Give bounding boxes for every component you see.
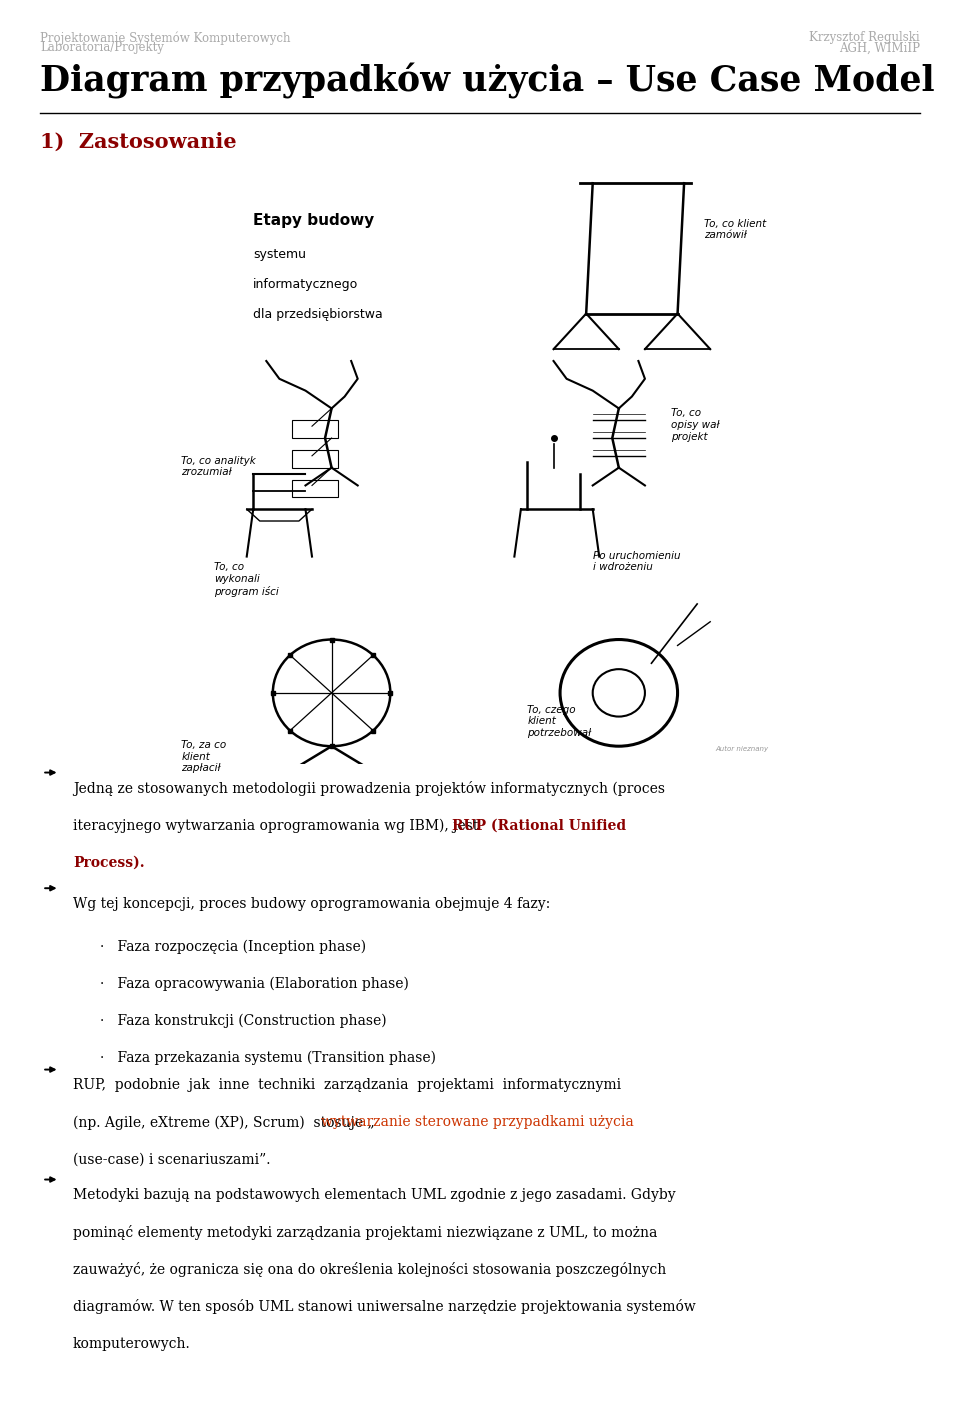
Text: Diagram przypadków użycia – Use Case Model: Diagram przypadków użycia – Use Case Mod… [40, 63, 935, 99]
Text: informatycznego: informatycznego [253, 278, 358, 291]
Text: Jedną ze stosowanych metodologii prowadzenia projektów informatycznych (proces: Jedną ze stosowanych metodologii prowadz… [73, 781, 665, 797]
Bar [293, 450, 338, 468]
Text: Projektowanie Systemów Komputerowych: Projektowanie Systemów Komputerowych [40, 31, 291, 44]
Text: To, czego
klient
potrzebował: To, czego klient potrzebował [527, 704, 591, 738]
Text: To, co klient
zamówił: To, co klient zamówił [704, 218, 766, 240]
Text: Krzysztof Regulski: Krzysztof Regulski [809, 31, 920, 44]
Text: Process).: Process). [73, 855, 145, 870]
Text: ·   Faza rozpoczęcia (Inception phase): · Faza rozpoczęcia (Inception phase) [100, 940, 366, 954]
Text: wytwarzanie sterowane przypadkami użycia: wytwarzanie sterowane przypadkami użycia [321, 1115, 634, 1130]
Text: To, za co
klient
zapłacił: To, za co klient zapłacił [181, 740, 227, 774]
Text: AGH, WIMiIP: AGH, WIMiIP [839, 41, 920, 54]
Bar [293, 480, 338, 497]
Text: ·   Faza konstrukcji (Construction phase): · Faza konstrukcji (Construction phase) [100, 1014, 387, 1028]
Text: dla przedsiębiorstwa: dla przedsiębiorstwa [253, 307, 383, 321]
Text: Po uruchomieniu
i wdrożeniu: Po uruchomieniu i wdrożeniu [592, 551, 681, 573]
Text: pominąć elementy metodyki zarządzania projektami niezwiązane z UML, to można: pominąć elementy metodyki zarządzania pr… [73, 1225, 658, 1241]
Text: ·   Faza opracowywania (Elaboration phase): · Faza opracowywania (Elaboration phase) [100, 977, 409, 991]
Bar [293, 420, 338, 438]
Text: To, co analityk
zrozumiał: To, co analityk zrozumiał [181, 456, 256, 477]
Text: ·   Faza przekazania systemu (Transition phase): · Faza przekazania systemu (Transition p… [100, 1051, 436, 1065]
Text: systemu: systemu [253, 248, 306, 261]
Text: Etapy budowy: Etapy budowy [253, 213, 374, 228]
Text: diagramów. W ten sposób UML stanowi uniwersalne narzędzie projektowania systemów: diagramów. W ten sposób UML stanowi uniw… [73, 1299, 696, 1315]
Text: (np. Agile, eXtreme (XP), Scrum)  stosuje „: (np. Agile, eXtreme (XP), Scrum) stosuje… [73, 1115, 374, 1130]
Text: komputerowych.: komputerowych. [73, 1337, 191, 1351]
Text: 1)  Zastosowanie: 1) Zastosowanie [40, 131, 237, 151]
Text: To, co
opisy wał
projekt: To, co opisy wał projekt [671, 408, 720, 441]
Text: RUP,  podobnie  jak  inne  techniki  zarządzania  projektami  informatycznymi: RUP, podobnie jak inne techniki zarządza… [73, 1078, 621, 1092]
Text: Laboratoria/Projekty: Laboratoria/Projekty [40, 41, 164, 54]
Text: zauważyć, że ogranicza się ona do określenia kolejności stosowania poszczególnyc: zauważyć, że ogranicza się ona do określ… [73, 1262, 666, 1278]
Text: Wg tej koncepcji, proces budowy oprogramowania obejmuje 4 fazy:: Wg tej koncepcji, proces budowy oprogram… [73, 897, 550, 911]
Text: RUP (Rational Unified: RUP (Rational Unified [452, 818, 626, 833]
Text: Metodyki bazują na podstawowych elementach UML zgodnie z jego zasadami. Gdyby: Metodyki bazują na podstawowych elementa… [73, 1188, 676, 1202]
Text: iteracyjnego wytwarzania oprogramowania wg IBM), jest: iteracyjnego wytwarzania oprogramowania … [73, 818, 483, 833]
Text: Autor nieznany: Autor nieznany [716, 745, 769, 753]
Text: To, co
wykonali
program iści: To, co wykonali program iści [214, 563, 278, 597]
Text: (use-case) i scenariuszami”.: (use-case) i scenariuszami”. [73, 1152, 271, 1167]
